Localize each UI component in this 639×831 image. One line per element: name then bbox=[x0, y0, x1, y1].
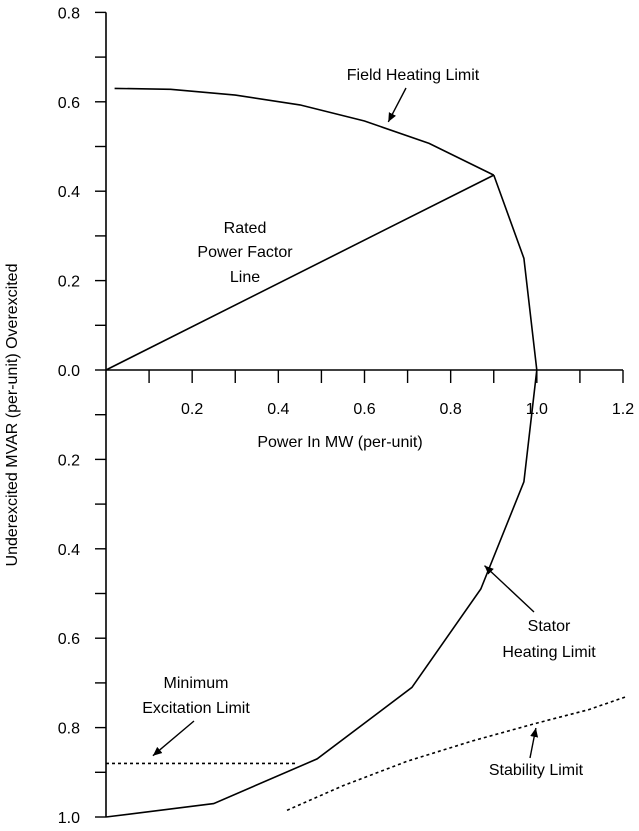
y-axis-label: Underexcited MVAR (per-unit) Overexcited bbox=[4, 264, 21, 567]
y-tick-label: 0.8 bbox=[58, 5, 80, 22]
x-tick-label: 0.8 bbox=[440, 401, 462, 418]
x-tick-label: 0.2 bbox=[181, 401, 203, 418]
annotation-stability-limit: Stability Limit bbox=[489, 762, 584, 779]
annotation-rated: Rated bbox=[224, 220, 267, 237]
annotation-stator: Stator bbox=[528, 618, 571, 635]
annotation-arrow bbox=[387, 87, 407, 123]
x-tick-label: 1.2 bbox=[612, 401, 634, 418]
y-tick-label: 0.4 bbox=[58, 542, 80, 559]
annotation-arrow bbox=[484, 565, 535, 613]
y-tick-label: 0.2 bbox=[58, 452, 80, 469]
series-field-heating-limit bbox=[114, 87, 495, 176]
y-tick-label: 0.8 bbox=[58, 721, 80, 738]
annotation-power-factor: Power Factor bbox=[197, 244, 293, 261]
y-tick-label: 1.0 bbox=[58, 810, 80, 827]
y-tick-label: 0.2 bbox=[58, 274, 80, 291]
annotation-arrows bbox=[152, 87, 539, 759]
y-tick-label: 0.6 bbox=[58, 95, 80, 112]
x-tick-label: 0.6 bbox=[353, 401, 375, 418]
x-tick-label: 1.0 bbox=[526, 401, 548, 418]
y-tick-label: 0.0 bbox=[58, 363, 80, 380]
x-axis-label: Power In MW (per-unit) bbox=[257, 434, 422, 451]
annotation-arrow bbox=[529, 727, 539, 759]
annotation-excitation-limit: Excitation Limit bbox=[142, 700, 250, 717]
series-rated-power-factor-line bbox=[105, 174, 495, 371]
series-layer bbox=[105, 87, 628, 818]
annotation-line: Line bbox=[230, 269, 260, 286]
y-tick-label: 0.4 bbox=[58, 184, 80, 201]
annotation-heating-limit: Heating Limit bbox=[502, 644, 596, 661]
x-ticks: 0.2 0.4 0.6 0.8 1.0 1.2 bbox=[148, 370, 634, 418]
y-ticks: 0.8 0.6 0.4 0.2 0.0 0.2 0.4 0.6 0.8 1.0 bbox=[58, 5, 106, 827]
series-stator-heating-limit bbox=[105, 174, 538, 818]
annotation-minimum: Minimum bbox=[164, 675, 229, 692]
annotation-arrow bbox=[152, 720, 195, 757]
x-tick-label: 0.4 bbox=[267, 401, 289, 418]
series-stability-limit bbox=[286, 695, 628, 812]
y-tick-label: 0.6 bbox=[58, 631, 80, 648]
annotation-field-heating-limit: Field Heating Limit bbox=[347, 67, 480, 84]
